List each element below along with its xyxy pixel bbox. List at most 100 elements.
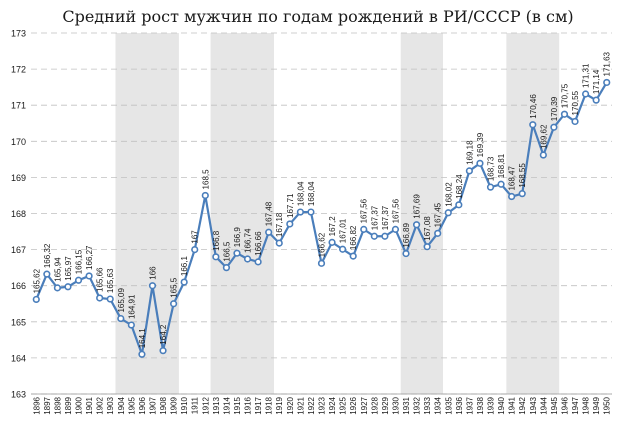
data-point [286, 220, 294, 228]
data-label: 164,91 [127, 294, 136, 319]
data-label: 165,09 [117, 288, 126, 313]
data-point [43, 270, 51, 278]
y-axis: 163 164 165 166 167 168 169 170 171 172 173 [11, 29, 26, 400]
data-label: 170,75 [560, 83, 569, 108]
data-label: 168,73 [487, 156, 496, 181]
data-label: 165,94 [53, 257, 62, 282]
x-tick-label: 1948 [582, 396, 591, 414]
data-label: 168,02 [444, 182, 453, 207]
x-tick-label: 1899 [64, 396, 73, 414]
x-tick-label: 1902 [96, 396, 105, 414]
data-label: 168,04 [296, 181, 305, 206]
data-label: 165,97 [64, 256, 73, 281]
data-point [434, 229, 442, 237]
x-tick-label: 1901 [85, 396, 94, 414]
data-label: 168,04 [307, 181, 316, 206]
data-label: 167,48 [265, 201, 274, 226]
x-tick-label: 1935 [444, 396, 453, 414]
data-point [423, 243, 431, 251]
x-tick-label: 1943 [529, 396, 538, 414]
data-point [170, 300, 178, 308]
data-label: 166,9 [233, 227, 242, 248]
data-point [148, 282, 157, 290]
x-tick-label: 1936 [455, 396, 464, 414]
data-point [444, 209, 452, 217]
data-label: 168,55 [518, 163, 527, 188]
data-point [201, 191, 209, 200]
data-point [539, 151, 547, 159]
data-point [243, 255, 252, 263]
x-tick-label: 1897 [43, 396, 52, 414]
data-point [265, 228, 273, 236]
data-point [106, 295, 114, 303]
x-tick-label: 1937 [465, 396, 474, 414]
x-tick-label: 1915 [233, 396, 242, 414]
data-label: 168,5 [201, 169, 210, 190]
x-tick-label: 1928 [370, 396, 379, 414]
x-tick-label: 1929 [381, 396, 390, 414]
data-point [581, 90, 590, 98]
data-point [53, 284, 62, 292]
data-point [307, 208, 315, 216]
data-point [254, 258, 262, 266]
data-point [465, 167, 473, 175]
data-label: 166,27 [85, 245, 94, 270]
data-label: 167,56 [391, 198, 400, 223]
data-point [127, 321, 135, 329]
chart-title: Средний рост мужчин по годам рождений в … [62, 7, 573, 26]
data-point [74, 276, 83, 284]
y-tick-label: 166 [11, 281, 26, 291]
data-point [191, 246, 199, 254]
data-point [180, 278, 188, 286]
data-label: 167,2 [328, 216, 337, 237]
data-label: 166,74 [244, 228, 253, 253]
data-point [412, 221, 421, 229]
data-label: 169,18 [465, 140, 474, 165]
x-tick-label: 1926 [349, 396, 358, 414]
x-tick-label: 1917 [254, 396, 263, 414]
y-tick-label: 172 [11, 65, 26, 75]
x-tick-label: 1912 [201, 396, 210, 414]
x-tick-label: 1940 [497, 396, 506, 414]
x-tick-label: 1949 [592, 396, 601, 414]
data-point [64, 283, 72, 291]
x-tick-label: 1947 [571, 396, 580, 414]
data-label: 166,62 [318, 232, 327, 257]
data-label: 167,37 [381, 205, 390, 230]
x-tick-label: 1906 [138, 396, 147, 414]
data-label: 168,24 [455, 174, 464, 199]
data-label: 164,2 [159, 324, 168, 345]
data-label: 170,39 [550, 96, 559, 121]
x-tick-label: 1913 [212, 396, 221, 414]
data-label: 166,32 [43, 243, 52, 268]
data-point [370, 232, 378, 240]
x-tick-label: 1934 [434, 396, 443, 414]
data-label: 167,56 [360, 198, 369, 223]
data-point [571, 117, 579, 126]
x-tick-label: 1911 [191, 396, 200, 414]
x-tick-label: 1919 [275, 396, 284, 414]
data-point [233, 249, 241, 257]
data-label: 167,01 [339, 218, 348, 243]
data-label: 164,1 [138, 328, 147, 349]
x-tick-label: 1918 [265, 396, 274, 414]
data-label: 167,69 [413, 194, 422, 219]
y-tick-label: 165 [11, 317, 26, 327]
x-tick-label: 1925 [339, 396, 348, 414]
x-tick-label: 1896 [32, 396, 41, 414]
data-label: 171,63 [603, 51, 612, 76]
data-point [138, 350, 146, 358]
data-label: 166,89 [402, 223, 411, 248]
y-tick-label: 171 [11, 101, 26, 111]
data-label: 167,18 [275, 212, 284, 237]
data-label: 171,14 [592, 69, 601, 94]
x-tick-label: 1909 [170, 396, 179, 414]
x-tick-label: 1910 [180, 396, 189, 414]
x-tick-label: 1920 [286, 396, 295, 414]
data-point [518, 190, 526, 198]
x-tick-label: 1905 [127, 396, 136, 414]
x-tick-label: 1922 [307, 396, 316, 414]
